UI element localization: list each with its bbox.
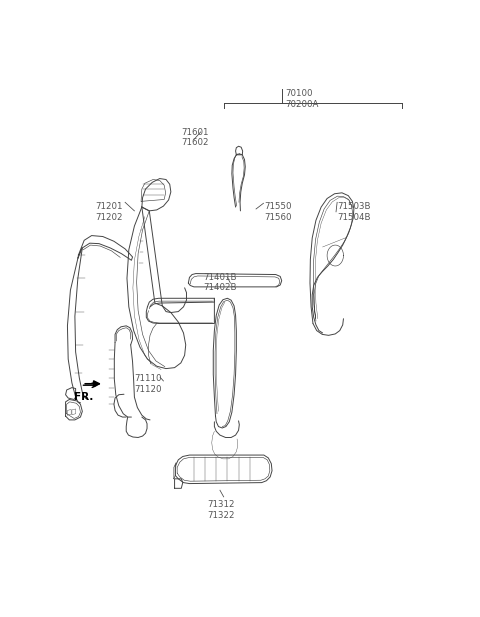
Text: 71503B
71504B: 71503B 71504B <box>337 202 371 222</box>
Text: 71550
71560: 71550 71560 <box>264 202 291 222</box>
Text: 71110
71120: 71110 71120 <box>134 375 162 394</box>
Text: 71312
71322: 71312 71322 <box>207 500 234 520</box>
Text: 71601
71602: 71601 71602 <box>181 128 208 147</box>
Text: 70100
70200A: 70100 70200A <box>285 89 318 109</box>
Text: 71201
71202: 71201 71202 <box>96 202 123 222</box>
Text: 71401B
71402B: 71401B 71402B <box>203 273 237 292</box>
Text: FR.: FR. <box>74 392 94 402</box>
